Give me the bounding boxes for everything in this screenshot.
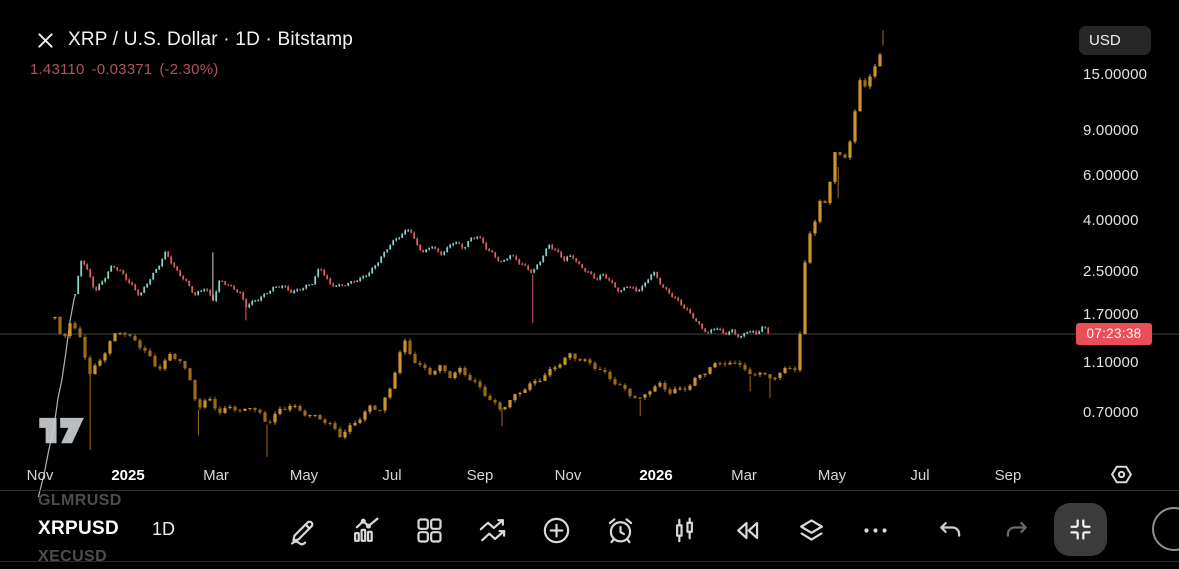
compare-arrows-button[interactable] [474, 512, 510, 548]
time-tick-month: Mar [203, 467, 229, 484]
draw-button[interactable] [285, 512, 321, 548]
more-ellipsis-button[interactable] [857, 512, 893, 548]
layout-grid-button[interactable] [411, 512, 447, 548]
alert-clock-button[interactable] [602, 512, 638, 548]
time-tick-month: Jul [910, 467, 930, 484]
price-tick-label: 9.00000 [1083, 122, 1139, 140]
candles-icon [675, 517, 693, 542]
chart-canvas[interactable] [0, 0, 1179, 497]
candles-button[interactable] [666, 512, 702, 548]
time-tick-month: May [817, 467, 847, 484]
layout-grid-icon [416, 517, 442, 543]
price-change-percent: (-2.30%) [159, 61, 219, 78]
alert-clock-icon [608, 517, 632, 543]
time-tick-year: 2025 [111, 467, 145, 484]
add-circle-button[interactable] [538, 512, 574, 548]
indicators-icon [353, 517, 379, 542]
redo-button[interactable] [999, 512, 1035, 548]
undo-button[interactable] [932, 512, 968, 548]
edge-partial-button[interactable] [1152, 507, 1179, 551]
currency-toggle-button[interactable]: USD [1079, 26, 1151, 55]
bottom-edge-divider [0, 561, 1179, 562]
current-symbol[interactable]: XRPUSD [38, 518, 119, 539]
series-gold-candles [53, 30, 884, 457]
time-tick-year: 2026 [639, 467, 673, 484]
price-tick-label: 1.10000 [1083, 353, 1139, 371]
time-tick-month: Sep [466, 467, 494, 484]
time-tick-month: Nov [26, 467, 54, 484]
layers-button[interactable] [793, 512, 829, 548]
bottom-panel-divider [0, 490, 1179, 491]
price-tick-label: 1.70000 [1083, 305, 1139, 323]
compare-arrows-icon [479, 518, 505, 541]
last-price: 1.43110 [30, 61, 85, 78]
collapse-icon [1070, 519, 1091, 540]
bar-close-countdown-badge: 07:23:38 [1076, 322, 1152, 345]
price-tick-label: 2.50000 [1083, 263, 1139, 281]
tradingview-logo-watermark [39, 417, 84, 444]
interval-selector[interactable]: 1D [152, 519, 176, 539]
time-tick-month: May [289, 467, 319, 484]
price-tick-label: 6.00000 [1083, 166, 1139, 184]
price-tick-label: 4.00000 [1083, 211, 1139, 229]
time-tick-month: Jul [382, 467, 402, 484]
symbol-title[interactable]: XRP / U.S. Dollar · 1D · Bitstamp [68, 29, 353, 50]
more-ellipsis-icon [863, 527, 887, 533]
replay-rewind-button[interactable] [729, 512, 765, 548]
time-tick-month: Mar [731, 467, 757, 484]
indicators-button[interactable] [348, 512, 384, 548]
price-tick-label: 15.00000 [1083, 65, 1148, 83]
layers-icon [799, 518, 823, 541]
replay-rewind-icon [736, 521, 758, 539]
draw-icon [290, 520, 313, 545]
series-teal-candles [74, 228, 770, 339]
time-tick-month: Sep [994, 467, 1022, 484]
prev-symbol-item[interactable]: GLMRUSD [38, 492, 122, 505]
collapse-chart-button[interactable] [1054, 503, 1107, 556]
time-tick-month: Nov [554, 467, 582, 484]
price-tick-label: 0.70000 [1083, 403, 1139, 421]
close-icon[interactable] [34, 29, 56, 51]
price-change: -0.03371 [91, 61, 153, 78]
add-circle-icon [543, 517, 569, 543]
quote-row: 1.43110 -0.03371 (-2.30%) [30, 61, 218, 78]
next-symbol-item[interactable]: XECUSD [38, 548, 108, 561]
axis-settings-gear-icon[interactable] [1107, 460, 1136, 489]
